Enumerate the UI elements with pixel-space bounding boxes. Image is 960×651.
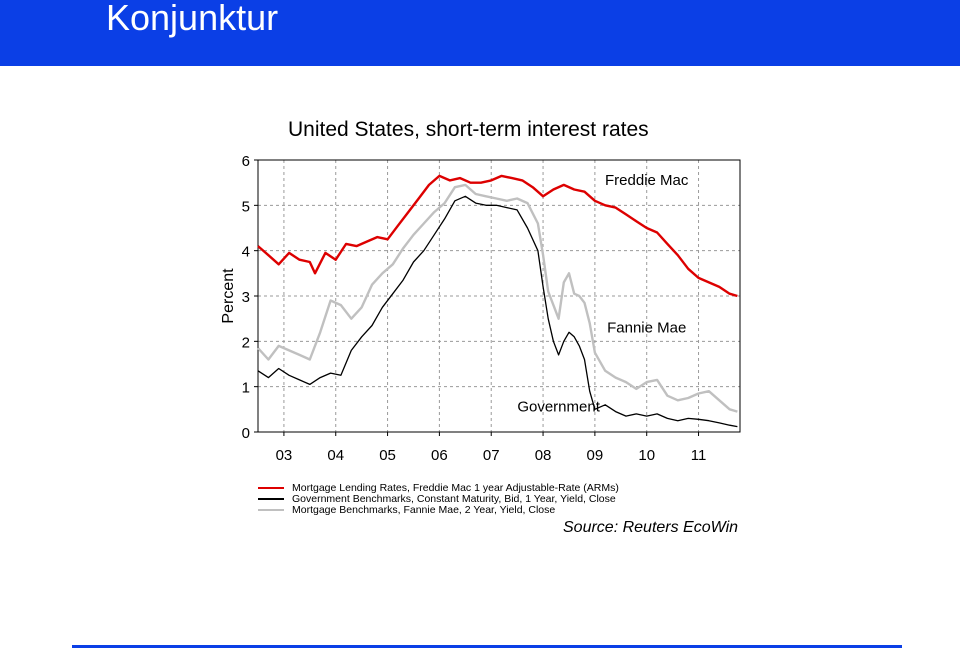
legend-item: Mortgage Lending Rates, Freddie Mac 1 ye… — [258, 481, 619, 494]
y-tick-label: 5 — [242, 198, 250, 215]
legend-label: Government Benchmarks, Constant Maturity… — [292, 492, 616, 505]
legend-swatch — [258, 486, 284, 489]
y-tick-label: 4 — [242, 244, 250, 261]
legend-item: Mortgage Benchmarks, Fannie Mae, 2 Year,… — [258, 503, 619, 516]
y-tick-label: 1 — [242, 380, 250, 397]
y-tick-label: 2 — [242, 334, 250, 351]
x-tick-label: 06 — [431, 447, 448, 464]
y-tick-label: 0 — [242, 425, 250, 442]
x-tick-label: 08 — [535, 447, 552, 464]
chart-title: United States, short-term interest rates — [288, 118, 649, 141]
series-line-0 — [257, 174, 738, 298]
legend-item: Government Benchmarks, Constant Maturity… — [258, 492, 619, 505]
footer-divider — [72, 645, 902, 648]
series-annotation: Freddie Mac — [605, 172, 689, 189]
y-tick-label: 6 — [242, 153, 250, 170]
x-tick-label: 05 — [379, 447, 396, 464]
x-tick-label: 10 — [638, 447, 655, 464]
x-tick-label: 04 — [327, 447, 344, 464]
x-tick-label: 09 — [587, 447, 604, 464]
series-line-1 — [257, 195, 738, 428]
y-axis-label: Percent — [220, 268, 237, 324]
x-tick-label: 03 — [276, 447, 293, 464]
legend-swatch — [258, 497, 284, 500]
source-note: Source: Reuters EcoWin — [563, 519, 739, 536]
series-annotation: Government — [517, 399, 600, 416]
x-tick-label: 11 — [691, 447, 707, 464]
legend-label: Mortgage Benchmarks, Fannie Mae, 2 Year,… — [292, 503, 556, 516]
page-title: Konjunktur — [106, 0, 279, 38]
legend-label: Mortgage Lending Rates, Freddie Mac 1 ye… — [292, 481, 619, 494]
x-tick-label: 07 — [483, 447, 500, 464]
y-tick-label: 3 — [242, 289, 250, 306]
header-bar: Konjunktur — [0, 0, 960, 66]
chart-legend: Mortgage Lending Rates, Freddie Mac 1 ye… — [258, 481, 619, 516]
legend-swatch — [258, 508, 284, 511]
series-annotation: Fannie Mae — [607, 319, 686, 336]
series-line-2 — [257, 183, 738, 413]
